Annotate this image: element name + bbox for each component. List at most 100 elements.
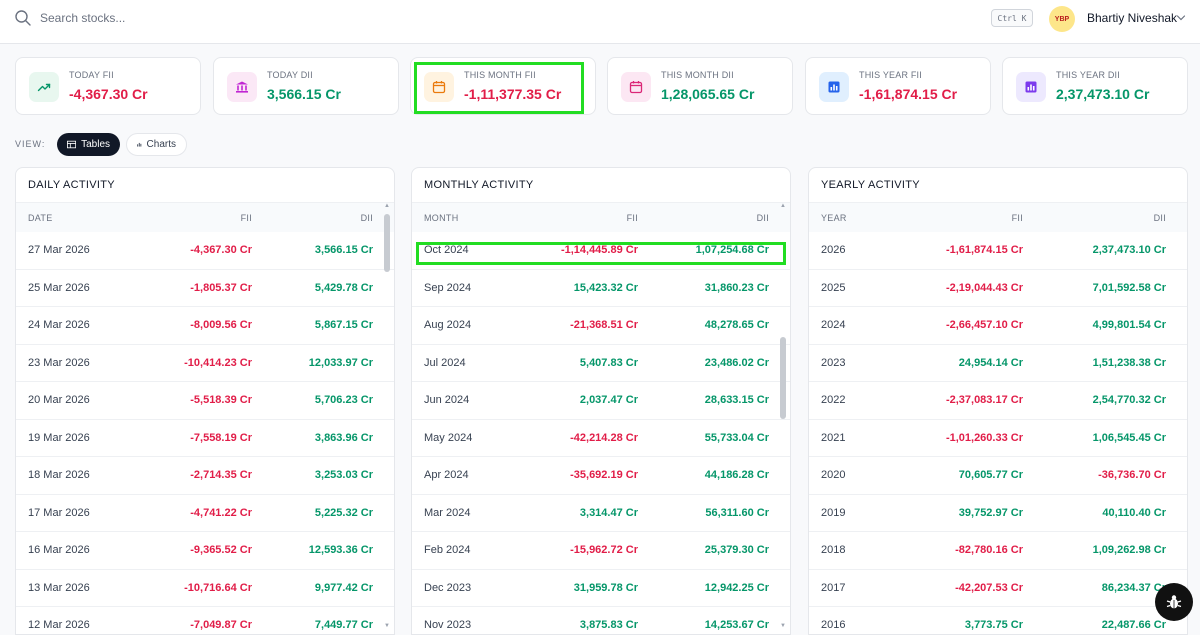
dii-value: 7,449.77 Cr [314,619,373,631]
fii-value: -5,518.39 Cr [190,394,252,406]
avatar[interactable]: YBP [1049,6,1075,32]
table-row[interactable]: 2019 39,752.97 Cr 40,110.40 Cr [809,495,1187,532]
table-row[interactable]: 2017 -42,207.53 Cr 86,234.37 Cr [809,570,1187,607]
table-row[interactable]: 2022 -2,37,083.17 Cr 2,54,770.32 Cr [809,382,1187,420]
dii-value: 2,37,473.10 Cr [1092,244,1166,256]
bug-report-button[interactable] [1155,583,1193,621]
table-row[interactable]: Feb 2024 -15,962.72 Cr 25,379.30 Cr [412,532,790,570]
table-row[interactable]: Aug 2024 -21,368.51 Cr 48,278.65 Cr [412,307,790,345]
fii-value: -4,367.30 Cr [190,244,252,256]
table-row[interactable]: 2026 -1,61,874.15 Cr 2,37,473.10 Cr [809,232,1187,270]
dii-value: 9,977.42 Cr [314,581,373,594]
table-row[interactable]: Jul 2024 5,407.83 Cr 23,486.02 Cr [412,345,790,382]
fii-value: -42,214.28 Cr [570,431,638,444]
bank-icon-badge [227,72,257,102]
charts-view-button[interactable]: Charts [126,133,187,156]
panel-title: YEARLY ACTIVITY [821,179,920,191]
table-row[interactable]: 2020 70,605.77 Cr -36,736.70 Cr [809,457,1187,495]
table-row[interactable]: 12 Mar 2026 -7,049.87 Cr 7,449.77 Cr [16,607,394,634]
table-row[interactable]: 2023 24,954.14 Cr 1,51,238.38 Cr [809,345,1187,382]
table-row[interactable]: 18 Mar 2026 -2,714.35 Cr 3,253.03 Cr [16,457,394,495]
table-row[interactable]: Oct 2024 -1,14,445.89 Cr 1,07,254.68 Cr [412,232,790,270]
column-header-dii[interactable]: DII [756,213,769,223]
scroll-up-arrow-icon[interactable]: ▲ [780,203,786,209]
fii-value: 70,605.77 Cr [958,469,1023,481]
search-input[interactable] [40,9,440,27]
column-header-dii[interactable]: DII [1153,213,1166,223]
fii-value: -1,14,445.89 Cr [560,244,638,256]
scroll-down-arrow-icon[interactable]: ▼ [780,623,786,629]
table-row[interactable]: Sep 2024 15,423.32 Cr 31,860.23 Cr [412,270,790,307]
column-header-date[interactable]: DATE [28,213,53,223]
scrollbar-thumb[interactable] [384,214,390,272]
row-label: 25 Mar 2026 [28,281,90,294]
fii-value: -9,365.52 Cr [190,544,252,556]
row-label: Dec 2023 [424,581,472,594]
fii-value: 31,959.78 Cr [573,581,638,594]
dii-value: 5,429.78 Cr [314,281,373,294]
table-row[interactable]: 16 Mar 2026 -9,365.52 Cr 12,593.36 Cr [16,532,394,570]
table-row[interactable]: 24 Mar 2026 -8,009.56 Cr 5,867.15 Cr [16,307,394,345]
dii-value: 23,486.02 Cr [704,356,769,369]
scroll-up-arrow-icon[interactable]: ▲ [384,203,390,209]
column-header-fii[interactable]: FII [1011,213,1023,223]
monthly-activity-panel: MONTHLY ACTIVITY MONTH FII DII Oct 2024 -1,14… [411,167,791,635]
scrollbar[interactable]: ▲ ▼ [779,202,787,634]
table-row[interactable]: May 2024 -42,214.28 Cr 55,733.04 Cr [412,420,790,457]
dii-value: 3,863.96 Cr [314,431,373,444]
table-row[interactable]: Mar 2024 3,314.47 Cr 56,311.60 Cr [412,495,790,532]
scroll-down-arrow-icon[interactable]: ▼ [384,623,390,629]
table-row[interactable]: Nov 2023 3,875.83 Cr 14,253.67 Cr [412,607,790,634]
tables-view-button[interactable]: Tables [57,133,120,156]
row-label: 27 Mar 2026 [28,244,90,256]
column-header-fii[interactable]: FII [626,213,638,223]
row-label: 17 Mar 2026 [28,506,90,519]
table-row[interactable]: Dec 2023 31,959.78 Cr 12,942.25 Cr [412,570,790,607]
dii-value: 1,09,262.98 Cr [1092,544,1166,556]
row-label: 2022 [821,394,846,406]
table-row[interactable]: 13 Mar 2026 -10,716.64 Cr 9,977.42 Cr [16,570,394,607]
row-label: 19 Mar 2026 [28,431,90,444]
row-label: 2019 [821,506,846,519]
bar-chart-icon-badge [819,72,849,102]
table-row[interactable]: 23 Mar 2026 -10,414.23 Cr 12,033.97 Cr [16,345,394,382]
dii-value: 28,633.15 Cr [704,394,769,406]
table-row[interactable]: 20 Mar 2026 -5,518.39 Cr 5,706.23 Cr [16,382,394,420]
row-label: 2024 [821,319,846,331]
table-row[interactable]: 2018 -82,780.16 Cr 1,09,262.98 Cr [809,532,1187,570]
fii-value: 3,773.75 Cr [964,619,1023,631]
column-header-month[interactable]: MONTH [424,213,459,223]
trend-up-icon [37,83,51,92]
fii-value: -1,805.37 Cr [190,281,252,294]
fii-value: -15,962.72 Cr [570,544,638,556]
dii-value: 1,07,254.68 Cr [695,244,769,256]
column-header-fii[interactable]: FII [240,213,252,223]
chevron-down-icon[interactable] [1176,13,1186,23]
fii-value: -2,66,457.10 Cr [945,319,1023,331]
user-name[interactable]: Bhartiy Niveshak [1087,11,1178,25]
table-row[interactable]: 27 Mar 2026 -4,367.30 Cr 3,566.15 Cr [16,232,394,270]
dii-value: 3,253.03 Cr [314,469,373,481]
row-label: Sep 2024 [424,281,472,294]
table-row[interactable]: 2016 3,773.75 Cr 22,487.66 Cr [809,607,1187,634]
dii-value: 12,593.36 Cr [308,544,373,556]
table-row[interactable]: Apr 2024 -35,692.19 Cr 44,186.28 Cr [412,457,790,495]
tables-view-label: Tables [81,139,110,150]
table-row[interactable]: 17 Mar 2026 -4,741.22 Cr 5,225.32 Cr [16,495,394,532]
row-label: 12 Mar 2026 [28,619,90,631]
table-row[interactable]: Jun 2024 2,037.47 Cr 28,633.15 Cr [412,382,790,420]
table-row[interactable]: 19 Mar 2026 -7,558.19 Cr 3,863.96 Cr [16,420,394,457]
table-header: MONTH FII DII [412,202,790,232]
fii-value: 3,875.83 Cr [579,619,638,631]
dii-value: 4,99,801.54 Cr [1092,319,1166,331]
scrollbar-thumb[interactable] [780,337,786,419]
scrollbar[interactable]: ▲ ▼ [383,202,391,634]
table-row[interactable]: 2021 -1,01,260.33 Cr 1,06,545.45 Cr [809,420,1187,457]
stat-card-today-fii: TODAY FII -4,367.30 Cr [15,57,201,115]
column-header-year[interactable]: YEAR [821,213,847,223]
column-header-dii[interactable]: DII [360,213,373,223]
fii-value: -21,368.51 Cr [570,319,638,331]
table-row[interactable]: 2024 -2,66,457.10 Cr 4,99,801.54 Cr [809,307,1187,345]
table-row[interactable]: 25 Mar 2026 -1,805.37 Cr 5,429.78 Cr [16,270,394,307]
table-row[interactable]: 2025 -2,19,044.43 Cr 7,01,592.58 Cr [809,270,1187,307]
